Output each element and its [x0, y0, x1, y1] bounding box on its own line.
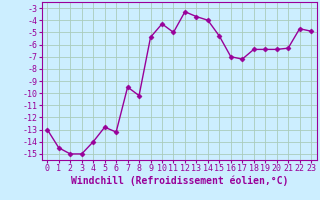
X-axis label: Windchill (Refroidissement éolien,°C): Windchill (Refroidissement éolien,°C)	[70, 176, 288, 186]
